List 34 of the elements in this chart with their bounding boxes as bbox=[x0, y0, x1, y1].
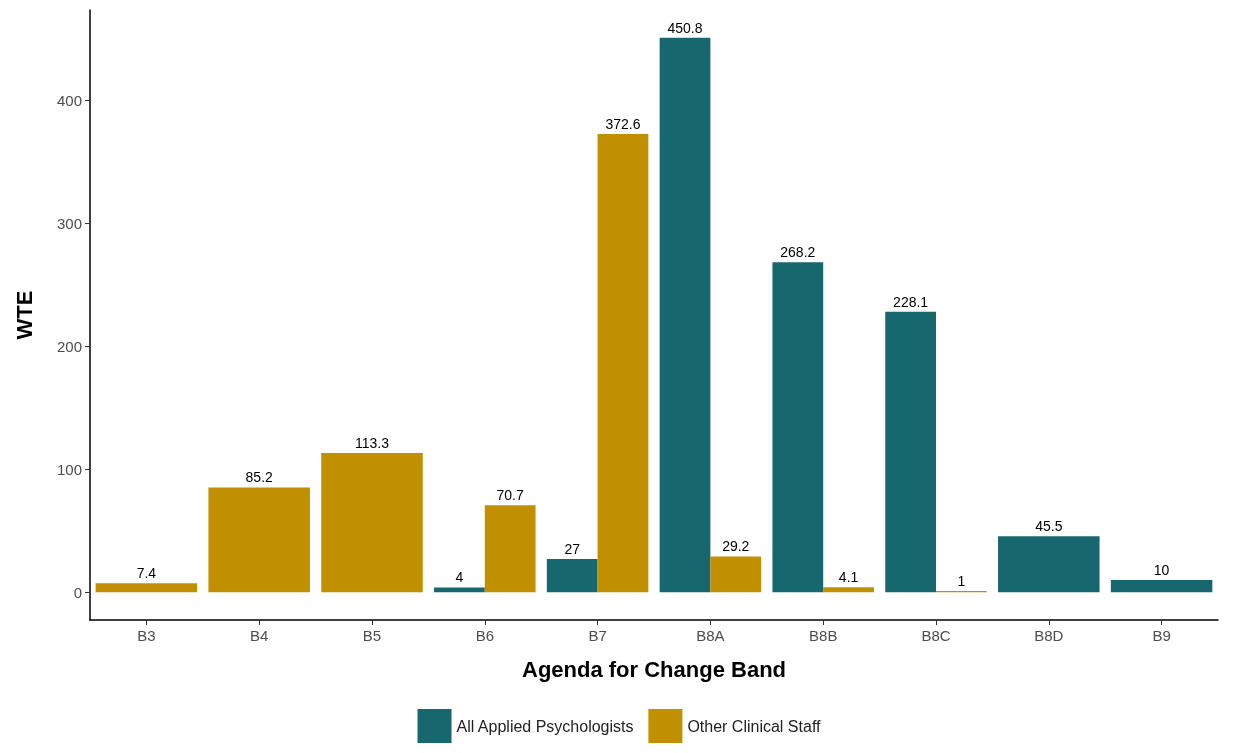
y-tick-label: 300 bbox=[56, 214, 82, 232]
x-tick-label: B6 bbox=[475, 627, 494, 644]
data-label: 10 bbox=[1153, 562, 1170, 579]
data-label: 113.3 bbox=[355, 434, 390, 451]
data-label: 45.5 bbox=[1035, 518, 1063, 535]
data-label: 228.1 bbox=[893, 293, 929, 310]
x-tick-label: B8B bbox=[809, 627, 838, 644]
data-label: 85.2 bbox=[245, 469, 274, 486]
x-tick-label: B7 bbox=[588, 627, 607, 644]
x-tick-label: B3 bbox=[137, 627, 156, 644]
data-label: 70.7 bbox=[496, 487, 525, 504]
x-tick-label: B9 bbox=[1152, 627, 1171, 644]
x-axis-title: Agenda for Change Band bbox=[521, 656, 787, 682]
data-label: 4 bbox=[455, 569, 464, 586]
legend-label: Other Clinical Staff bbox=[687, 717, 822, 735]
x-tick-label: B8A bbox=[696, 627, 725, 644]
y-tick-label: 400 bbox=[56, 91, 82, 109]
data-label: 268.2 bbox=[780, 244, 816, 261]
y-axis-title: WTE bbox=[11, 290, 37, 340]
x-tick-label: B8C bbox=[921, 627, 951, 644]
legend-label: All Applied Psychologists bbox=[456, 717, 634, 735]
y-tick-label: 0 bbox=[73, 583, 82, 601]
data-label: 450.8 bbox=[667, 19, 703, 36]
data-label: 1 bbox=[957, 573, 966, 590]
data-label: 27 bbox=[564, 541, 581, 558]
data-label: 29.2 bbox=[722, 538, 750, 555]
x-tick-label: B8D bbox=[1034, 627, 1064, 644]
data-label: 372.6 bbox=[605, 115, 641, 132]
x-tick-label: B4 bbox=[250, 627, 269, 644]
data-label: 7.4 bbox=[136, 565, 157, 582]
y-tick-label: 200 bbox=[56, 337, 82, 355]
x-tick-label: B5 bbox=[362, 627, 382, 644]
y-tick-label: 100 bbox=[56, 460, 82, 478]
data-label: 4.1 bbox=[838, 569, 859, 586]
